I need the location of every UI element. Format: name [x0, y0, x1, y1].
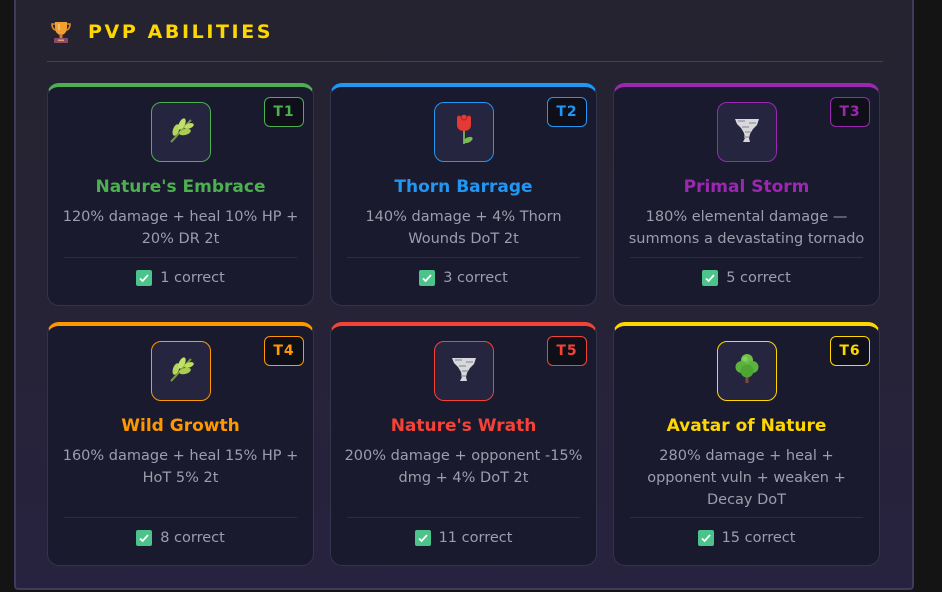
tornado-icon [448, 353, 480, 389]
correct-count: 8 correct [48, 530, 313, 546]
ability-description: 280% damage + heal + opponent vuln + wea… [647, 448, 846, 508]
card-divider [630, 257, 863, 258]
checkmark-icon [697, 530, 714, 546]
correct-count-label: 15 correct [721, 530, 796, 546]
ability-icon-frame [151, 102, 211, 162]
checkmark-icon [136, 530, 153, 546]
correct-count: 15 correct [614, 530, 879, 546]
correct-count: 3 correct [331, 270, 596, 286]
correct-count-label: 1 correct [160, 270, 225, 286]
rose-icon [448, 113, 480, 151]
ability-name: Nature's Embrace [95, 177, 266, 197]
tier-badge: T3 [830, 97, 870, 127]
ability-card-t3[interactable]: T3 Primal Storm 180% elemental damage — … [613, 83, 880, 306]
ability-icon-frame [717, 102, 777, 162]
correct-count-label: 3 correct [443, 270, 508, 286]
correct-count: 11 correct [331, 530, 596, 546]
tier-badge: T4 [264, 336, 304, 366]
ability-icon-frame [434, 102, 494, 162]
ability-name: Nature's Wrath [390, 416, 537, 436]
ability-name: Avatar of Nature [666, 416, 827, 436]
card-divider [64, 517, 297, 518]
correct-count: 5 correct [614, 270, 879, 286]
ability-name: Thorn Barrage [394, 177, 533, 197]
ability-card-t5[interactable]: T5 Nature's Wrath 200% damage + opponent… [330, 322, 597, 566]
ability-icon-frame [717, 341, 777, 401]
card-divider [64, 257, 297, 258]
tier-badge: T1 [264, 97, 304, 127]
correct-count: 1 correct [48, 270, 313, 286]
ability-icon-frame [151, 341, 211, 401]
correct-count-label: 11 correct [438, 530, 513, 546]
ability-icon-frame [434, 341, 494, 401]
checkmark-icon [414, 530, 431, 546]
ability-card-t2[interactable]: T2 Thorn Barrage 140% damage + 4% Thorn … [330, 83, 597, 306]
card-divider [347, 517, 580, 518]
checkmark-icon [136, 270, 153, 286]
ability-description: 200% damage + opponent -15% dmg + 4% DoT… [344, 448, 583, 486]
tornado-icon [731, 114, 763, 150]
ability-description: 180% elemental damage — summons a devast… [628, 209, 865, 247]
section-header: PVP ABILITIES [50, 12, 273, 52]
trophy-icon [50, 20, 72, 44]
correct-count-label: 8 correct [160, 530, 225, 546]
herb-icon [165, 353, 197, 389]
ability-card-t6[interactable]: T6 Avatar of Nature 280% damage + heal +… [613, 322, 880, 566]
herb-icon [165, 114, 197, 150]
section-title: PVP ABILITIES [88, 21, 274, 43]
ability-name: Primal Storm [683, 177, 810, 197]
ability-description: 120% damage + heal 10% HP + 20% DR 2t [62, 209, 299, 247]
tier-badge: T5 [547, 336, 587, 366]
ability-name: Wild Growth [121, 416, 240, 436]
ability-description: 160% damage + heal 15% HP + HoT 5% 2t [62, 448, 299, 486]
correct-count-label: 5 correct [726, 270, 791, 286]
tier-badge: T2 [547, 97, 587, 127]
checkmark-icon [419, 270, 436, 286]
ability-card-t4[interactable]: T4 Wild Growth 160% damage + heal 15% HP… [47, 322, 314, 566]
checkmark-icon [702, 270, 719, 286]
pvp-abilities-panel: PVP ABILITIES T1 Nature's Embrace 120% d… [14, 0, 914, 590]
card-divider [630, 517, 863, 518]
card-divider [347, 257, 580, 258]
tier-badge: T6 [830, 336, 870, 366]
header-divider [47, 61, 883, 62]
tree-icon [731, 352, 763, 390]
ability-description: 140% damage + 4% Thorn Wounds DoT 2t [365, 209, 562, 247]
ability-card-t1[interactable]: T1 Nature's Embrace 120% damage + heal 1… [47, 83, 314, 306]
